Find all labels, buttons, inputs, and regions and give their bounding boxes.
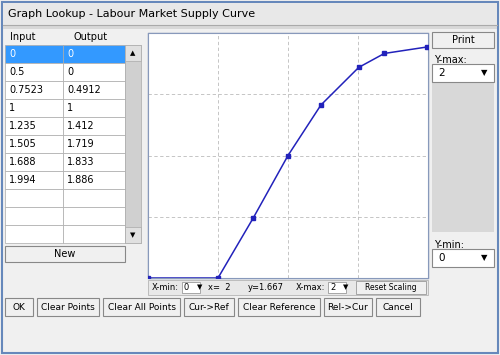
Text: x=  2: x= 2 bbox=[208, 283, 231, 292]
Text: Clear All Points: Clear All Points bbox=[108, 302, 176, 311]
Bar bbox=[432, 249, 494, 267]
Bar bbox=[63, 99, 125, 117]
Bar bbox=[5, 99, 63, 117]
Bar bbox=[63, 207, 125, 225]
Bar bbox=[5, 246, 125, 262]
Bar bbox=[182, 282, 200, 293]
Bar bbox=[238, 298, 320, 316]
Bar bbox=[125, 45, 141, 61]
Text: 0.7523: 0.7523 bbox=[9, 85, 43, 95]
Bar bbox=[63, 117, 125, 135]
Bar bbox=[5, 189, 63, 207]
Bar bbox=[5, 117, 63, 135]
Bar bbox=[356, 281, 426, 294]
Text: 0: 0 bbox=[184, 283, 189, 292]
Bar bbox=[125, 45, 141, 243]
Bar bbox=[103, 298, 180, 316]
Text: 0.4912: 0.4912 bbox=[67, 85, 101, 95]
Bar bbox=[63, 63, 125, 81]
Text: ▼: ▼ bbox=[344, 284, 348, 290]
Text: Cancel: Cancel bbox=[382, 302, 414, 311]
Text: 0: 0 bbox=[9, 49, 15, 59]
Bar bbox=[376, 298, 420, 316]
Bar bbox=[3, 25, 497, 29]
Text: 0: 0 bbox=[67, 49, 73, 59]
Text: Graph Lookup - Labour Market Supply Curve: Graph Lookup - Labour Market Supply Curv… bbox=[8, 9, 255, 19]
Bar bbox=[63, 189, 125, 207]
Text: 0: 0 bbox=[67, 67, 73, 77]
Text: 0: 0 bbox=[438, 253, 444, 263]
Bar bbox=[5, 153, 63, 171]
Text: ▼: ▼ bbox=[130, 232, 136, 238]
Text: Clear Reference: Clear Reference bbox=[243, 302, 316, 311]
Text: OK: OK bbox=[12, 302, 26, 311]
Text: ▼: ▼ bbox=[481, 253, 487, 262]
Bar bbox=[148, 280, 428, 295]
Bar bbox=[432, 32, 494, 48]
Bar bbox=[324, 298, 372, 316]
Text: Output: Output bbox=[73, 33, 107, 43]
Text: 2: 2 bbox=[330, 283, 335, 292]
Bar bbox=[63, 225, 125, 243]
Text: 1.235: 1.235 bbox=[9, 121, 37, 131]
Bar bbox=[5, 171, 63, 189]
Text: 1: 1 bbox=[9, 103, 15, 113]
Text: New: New bbox=[54, 249, 76, 259]
Text: 2: 2 bbox=[438, 68, 444, 78]
Text: X-max:: X-max: bbox=[296, 283, 326, 292]
Text: Y-min:: Y-min: bbox=[434, 240, 464, 250]
Bar bbox=[5, 30, 143, 45]
Text: Input: Input bbox=[10, 33, 36, 43]
Text: 1.688: 1.688 bbox=[9, 157, 36, 167]
Text: Rel->Cur: Rel->Cur bbox=[328, 302, 368, 311]
Text: X-min:: X-min: bbox=[152, 283, 179, 292]
Text: Y-max:: Y-max: bbox=[434, 55, 467, 65]
Text: 1.412: 1.412 bbox=[67, 121, 94, 131]
Text: Reset Scaling: Reset Scaling bbox=[365, 283, 417, 292]
Text: ▼: ▼ bbox=[481, 69, 487, 77]
Bar bbox=[148, 33, 428, 278]
Text: 1.833: 1.833 bbox=[67, 157, 94, 167]
Text: Cur->Ref: Cur->Ref bbox=[188, 302, 230, 311]
Bar bbox=[37, 298, 99, 316]
Bar bbox=[5, 225, 63, 243]
Bar bbox=[432, 82, 494, 232]
Text: 1.886: 1.886 bbox=[67, 175, 94, 185]
Bar bbox=[3, 3, 497, 25]
Bar bbox=[5, 207, 63, 225]
Bar bbox=[432, 64, 494, 82]
Bar bbox=[5, 298, 33, 316]
Bar bbox=[5, 63, 63, 81]
Bar bbox=[5, 81, 63, 99]
Bar bbox=[125, 227, 141, 243]
Bar bbox=[5, 45, 63, 63]
Bar bbox=[5, 135, 63, 153]
Text: y=1.667: y=1.667 bbox=[248, 283, 284, 292]
Bar bbox=[63, 171, 125, 189]
Bar bbox=[63, 135, 125, 153]
Text: 1: 1 bbox=[67, 103, 73, 113]
Bar bbox=[328, 282, 346, 293]
Text: ▲: ▲ bbox=[130, 50, 136, 56]
Text: 1.719: 1.719 bbox=[67, 139, 94, 149]
Bar bbox=[63, 45, 125, 63]
Bar bbox=[63, 153, 125, 171]
Bar bbox=[184, 298, 234, 316]
Bar bbox=[63, 81, 125, 99]
Text: ▼: ▼ bbox=[198, 284, 202, 290]
Text: Print: Print bbox=[452, 35, 474, 45]
Text: Clear Points: Clear Points bbox=[41, 302, 95, 311]
Text: 0.5: 0.5 bbox=[9, 67, 24, 77]
Text: 1.505: 1.505 bbox=[9, 139, 37, 149]
Text: 1.994: 1.994 bbox=[9, 175, 36, 185]
